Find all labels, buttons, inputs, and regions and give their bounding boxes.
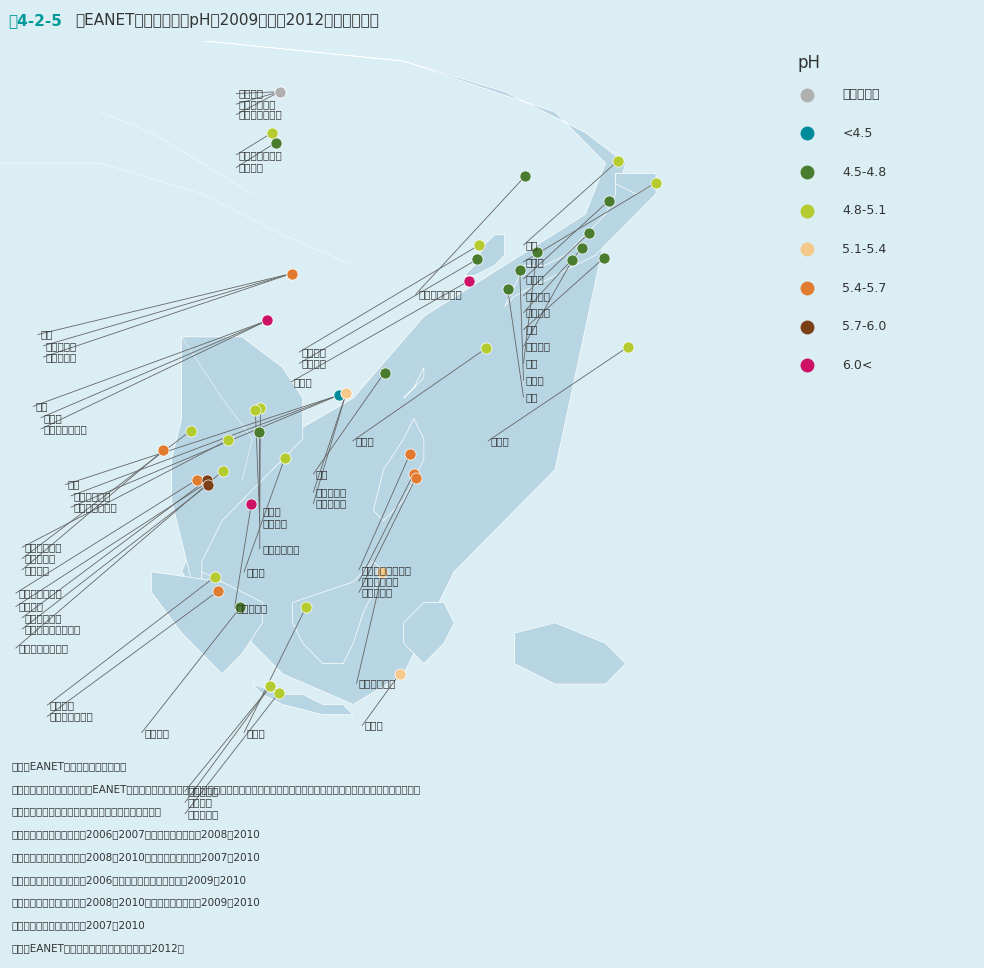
Text: 西安: 西安 (40, 329, 53, 340)
Text: ジュシエンドン: ジュシエンドン (73, 502, 117, 512)
Text: テレルジ: テレルジ (238, 163, 264, 172)
Text: カンファ: カンファ (301, 348, 327, 357)
Text: リストビヤンカ: リストビヤンカ (238, 109, 282, 120)
Text: カンチャナブリ: カンチャナブリ (18, 589, 62, 598)
Text: ビエンチャン: ビエンチャン (25, 542, 62, 553)
Polygon shape (202, 572, 242, 613)
Text: 4.8-5.1: 4.8-5.1 (842, 204, 887, 217)
Polygon shape (464, 234, 505, 276)
Text: ウェイシュイユエン：2006　　　　　クックプオン：2009〜2010: ウェイシュイユエン：2006 クックプオン：2009〜2010 (12, 875, 247, 885)
Text: 利尻: 利尻 (525, 240, 538, 250)
Text: バンドゥン: バンドゥン (187, 808, 218, 819)
Text: タナラタ: タナラタ (49, 700, 75, 711)
Text: イルクーツク: イルクーツク (238, 99, 277, 109)
Text: 5.7-6.0: 5.7-6.0 (842, 320, 887, 333)
Text: pH: pH (797, 54, 820, 73)
Text: ダナン: ダナン (246, 567, 265, 577)
Text: ナコンラチャシマ: ナコンラチャシマ (18, 643, 68, 653)
Text: セントトーマス山: セントトーマス山 (361, 565, 411, 575)
Text: マロス　　　　　　：2008〜2010　　ダナン　　　：2009〜2010: マロス ：2008〜2010 ダナン ：2009〜2010 (12, 897, 261, 907)
Polygon shape (505, 173, 656, 306)
Text: サムートプラカーン: サムートプラカーン (25, 624, 81, 634)
Polygon shape (292, 561, 384, 664)
Text: ホアビン: ホアビン (262, 518, 287, 528)
Text: 隠岐: 隠岐 (525, 358, 538, 369)
Polygon shape (515, 622, 626, 684)
Text: ダナンバレー: ダナンバレー (359, 679, 397, 688)
Text: 4.5-4.8: 4.5-4.8 (842, 166, 887, 178)
Text: ジンユンシャン: ジンユンシャン (43, 424, 87, 434)
Text: モンディ: モンディ (238, 88, 264, 99)
Polygon shape (171, 337, 303, 633)
Polygon shape (403, 368, 424, 398)
Text: バンコク: バンコク (18, 601, 43, 612)
Text: 厦門: 厦門 (316, 469, 329, 479)
Text: プノンペン: プノンペン (237, 603, 269, 613)
Text: 注１：EANETの公表資料より作成。: 注１：EANETの公表資料より作成。 (12, 761, 127, 771)
Text: ロスバノス: ロスバノス (361, 588, 393, 597)
Text: 重慶: 重慶 (35, 402, 48, 411)
Text: グアンインチャオ　：2006〜2007　　クチン　　　：2008〜2010: グアンインチャオ ：2006〜2007 クチン ：2008〜2010 (12, 830, 261, 839)
Text: シャンジョウ: シャンジョウ (73, 491, 111, 500)
Text: 竜飛岬: 竜飛岬 (525, 274, 544, 284)
Polygon shape (152, 572, 263, 674)
Text: ウランバートル: ウランバートル (238, 150, 282, 160)
Text: ヤンゴン: ヤンゴン (25, 565, 49, 575)
Text: 辺戸岬: 辺戸岬 (355, 436, 374, 446)
Text: 小笠原: 小笠原 (490, 436, 509, 446)
Text: ジャカルタ: ジャカルタ (187, 786, 218, 796)
Text: 珠海: 珠海 (68, 479, 81, 490)
Text: イムシル: イムシル (301, 358, 327, 369)
Text: クックプオン: クックプオン (262, 544, 300, 554)
Text: マロス: マロス (364, 720, 383, 731)
Polygon shape (0, 41, 626, 705)
Text: ハイフ: ハイフ (43, 412, 62, 423)
Text: メトロマニラ: メトロマニラ (361, 576, 399, 587)
Text: シャオピン: シャオピン (316, 499, 347, 508)
Text: 伊自良湖: 伊自良湖 (525, 342, 551, 351)
Text: 八方尾根: 八方尾根 (525, 308, 551, 318)
Text: EANET地域の降水中pH（2009年から2012年の平均値）: EANET地域の降水中pH（2009年から2012年の平均値） (75, 13, 379, 28)
Text: 落石岬: 落石岬 (525, 257, 544, 267)
Text: 図4-2-5: 図4-2-5 (8, 13, 62, 28)
Text: 東京: 東京 (525, 324, 538, 335)
Text: セルポン: セルポン (187, 798, 213, 807)
Text: コタバン: コタバン (144, 728, 169, 738)
Text: 佐渡関岬: 佐渡関岬 (525, 290, 551, 301)
Text: ハノイ: ハノイ (262, 506, 280, 516)
Text: 蟠竜湖: 蟠竜湖 (525, 376, 544, 385)
Text: ２：測定方法については、EANETにおいて実技マニュアルとして定められている方法による。なお、精度保証・精度管理は実施している。: ２：測定方法については、EANETにおいて実技マニュアルとして定められている方法… (12, 784, 421, 794)
Text: ジーウォズ: ジーウォズ (45, 352, 77, 362)
Text: 資料：EANET「東アジア酸性雨データ報告書2012」: 資料：EANET「東アジア酸性雨データ報告書2012」 (12, 943, 185, 953)
Text: シージャン: シージャン (45, 341, 77, 350)
Text: パトゥンタニ: パトゥンタニ (25, 613, 62, 622)
Text: 済州島: 済州島 (293, 377, 312, 387)
Text: ホンウェン: ホンウェン (316, 487, 347, 498)
Polygon shape (616, 173, 656, 194)
Text: プリモルスカヤ: プリモルスカヤ (418, 289, 461, 299)
Text: チェンマイ: チェンマイ (25, 554, 56, 563)
Text: 東京　　　　　　　：2007〜2010: 東京 ：2007〜2010 (12, 921, 146, 930)
Text: ハイフ　　　　　　：2008〜2010　　ヤンゴン　　：2007〜2010: ハイフ ：2008〜2010 ヤンゴン ：2007〜2010 (12, 852, 261, 862)
Text: ペタリンジャヤ: ペタリンジャヤ (49, 711, 93, 721)
Text: クチン: クチン (246, 728, 265, 738)
Polygon shape (403, 602, 455, 664)
Text: <4.5: <4.5 (842, 127, 873, 140)
Text: 6.0<: 6.0< (842, 359, 873, 372)
Polygon shape (252, 684, 353, 714)
Text: 5.4-5.7: 5.4-5.7 (842, 282, 887, 294)
Text: ３：一部の地点の平均値算出期間は以下のとおり。: ３：一部の地点の平均値算出期間は以下のとおり。 (12, 806, 161, 816)
Text: 5.1-5.4: 5.1-5.4 (842, 243, 887, 256)
Text: 橘原: 橘原 (525, 392, 538, 403)
Text: データなし: データなし (842, 88, 880, 102)
Polygon shape (373, 418, 424, 521)
